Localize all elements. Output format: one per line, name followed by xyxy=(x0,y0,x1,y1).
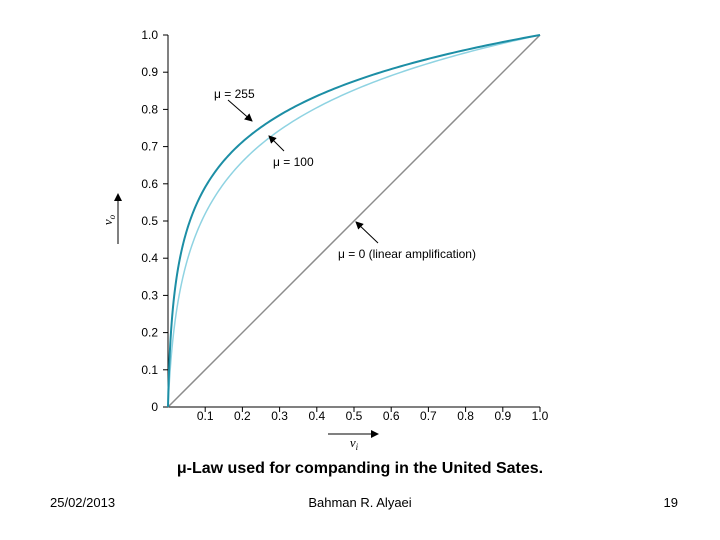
y-tick-label: 0.4 xyxy=(141,251,158,265)
y-tick-label: 0.2 xyxy=(141,326,158,340)
x-tick-label: 0.9 xyxy=(494,409,511,423)
x-axis-label-main: v xyxy=(350,435,356,450)
footer-author: Bahman R. Alyaei xyxy=(308,495,412,510)
x-axis-label-subscript: i xyxy=(356,442,359,452)
y-tick-label: 0.7 xyxy=(141,140,158,154)
y-tick-label: 1.0 xyxy=(141,28,158,42)
x-axis-label: vi xyxy=(350,435,359,452)
y-tick-label: 0.5 xyxy=(141,214,158,228)
x-tick-label: 0.2 xyxy=(234,409,251,423)
x-tick-label: 0.1 xyxy=(197,409,214,423)
annotation-label-0: μ = 255 xyxy=(214,87,255,101)
chart-ticks: 0 0.1 0.2 0.3 0.4 0.5 0.6 0.7 0.8 0.9 1.0 0.1 0.2 0.3… xyxy=(141,28,548,423)
annotation-arrow-mu-100 xyxy=(268,135,285,152)
y-axis-label: vo xyxy=(100,214,117,225)
y-tick-label: 0.9 xyxy=(141,65,158,79)
y-tick-label: 0.1 xyxy=(141,363,158,377)
y-axis-label-subscript: o xyxy=(107,214,117,219)
annotation-arrow-mu-255 xyxy=(227,99,253,122)
x-tick-label: 0.8 xyxy=(457,409,474,423)
chart-series xyxy=(167,34,541,408)
mu-law-chart: 0 0.1 0.2 0.3 0.4 0.5 0.6 0.7 0.8 0.9 1.0 0.1 0.2 0.3… xyxy=(100,28,549,452)
x-tick-label: 1.0 xyxy=(532,409,549,423)
figure-caption: μ-Law used for companding in the United … xyxy=(176,460,544,477)
footer-page-number: 19 xyxy=(663,495,678,510)
x-tick-label: 0.7 xyxy=(420,409,437,423)
annotation-arrow-mu-0 xyxy=(355,221,379,244)
series-line-mu-255 xyxy=(167,34,541,407)
y-tick-label: 0.8 xyxy=(141,102,158,116)
chart-annotations: μ = 255 μ = 100 μ = 0 (linear amplificatio… xyxy=(214,87,476,261)
series-line-mu-0 xyxy=(167,34,541,408)
x-tick-label: 0.5 xyxy=(346,409,363,423)
footer-date: 25/02/2013 xyxy=(50,495,116,510)
x-tick-label: 0.3 xyxy=(271,409,288,423)
x-tick-label: 0.4 xyxy=(308,409,325,423)
x-tick-label: 0.6 xyxy=(383,409,400,423)
y-tick-label: 0 xyxy=(151,400,158,414)
annotation-label-1: μ = 100 xyxy=(273,155,314,169)
y-axis-label-main: v xyxy=(100,219,115,225)
annotation-label-2: μ = 0 (linear amplification) xyxy=(338,247,476,261)
y-tick-label: 0.3 xyxy=(141,288,158,302)
y-tick-label: 0.6 xyxy=(141,177,158,191)
